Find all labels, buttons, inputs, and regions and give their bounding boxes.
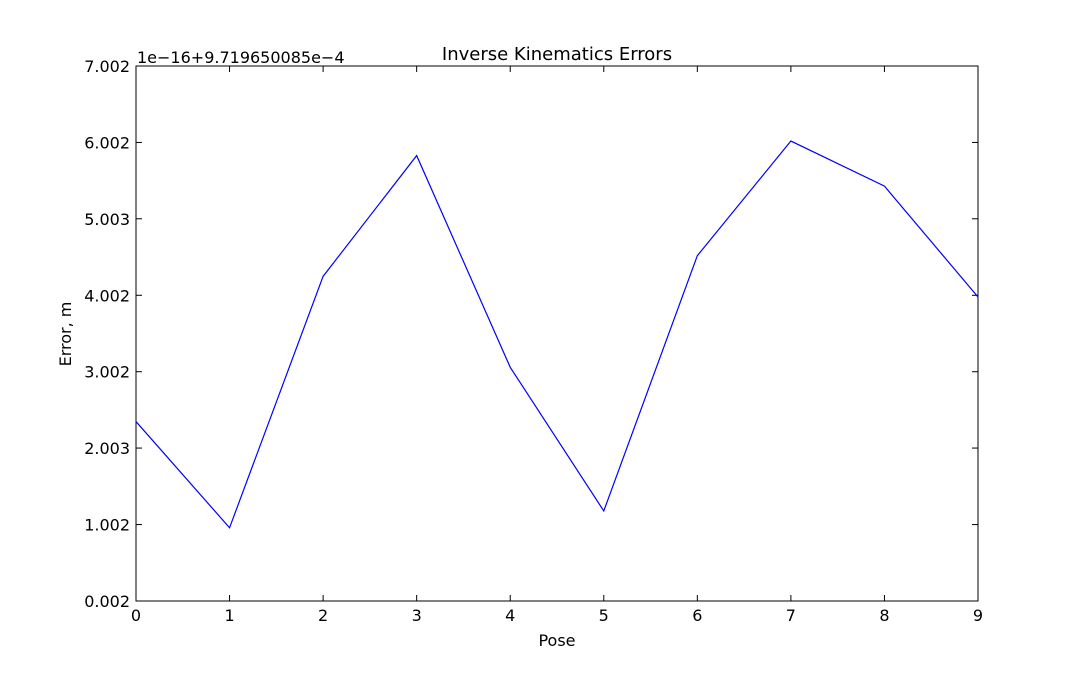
x-tick-label: 6 <box>692 606 702 625</box>
y-tick-label: 7.002 <box>84 57 130 76</box>
series-line <box>135 140 979 529</box>
x-tick-label: 0 <box>131 606 141 625</box>
y-axis-label: Error, m <box>56 302 75 367</box>
x-tick-label: 1 <box>224 606 234 625</box>
y-tick-label: 3.002 <box>84 363 130 382</box>
y-tick-label: 1.002 <box>84 516 130 535</box>
y-tick-label: 0.002 <box>84 592 130 611</box>
x-tick-label: 7 <box>786 606 796 625</box>
chart-title: Inverse Kinematics Errors <box>442 44 672 65</box>
axes-frame <box>135 65 979 602</box>
y-axis-offset-label: 1e−16+9.719650085e−4 <box>137 48 345 67</box>
x-tick-label: 9 <box>973 606 983 625</box>
y-tick-label: 4.002 <box>84 286 130 305</box>
x-tick-label: 5 <box>599 606 609 625</box>
x-tick-label: 2 <box>318 606 328 625</box>
x-tick-label: 8 <box>879 606 889 625</box>
y-tick-label: 2.003 <box>84 439 130 458</box>
x-axis-label: Pose <box>538 631 575 650</box>
x-tick-label: 4 <box>505 606 515 625</box>
y-tick-label: 5.003 <box>84 210 130 229</box>
x-tick-label: 3 <box>412 606 422 625</box>
y-tick-label: 6.002 <box>84 133 130 152</box>
plot-area: 0 1 2 3 4 5 6 7 8 9 0.002 1.002 2.003 3.002 4.002 5.003… <box>84 57 983 625</box>
